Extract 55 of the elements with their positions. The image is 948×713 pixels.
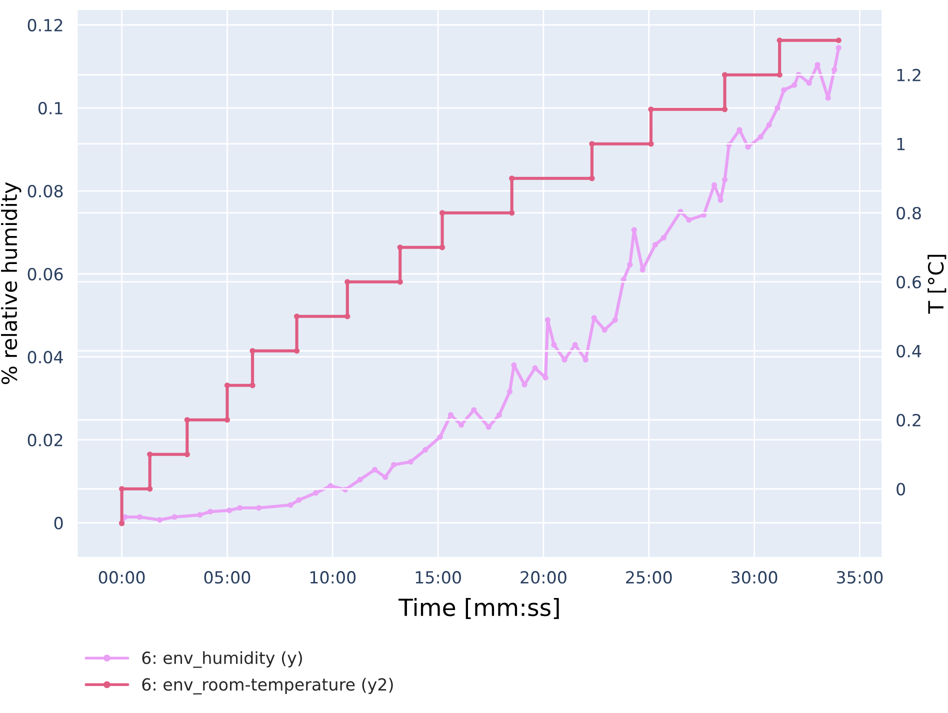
y-tick-label: 0.1 <box>38 102 62 114</box>
point <box>344 279 350 285</box>
point <box>509 176 515 182</box>
y-tick-label: 0.08 <box>28 184 63 198</box>
point <box>224 382 230 388</box>
point <box>439 210 446 216</box>
point <box>344 314 350 320</box>
point <box>294 314 300 320</box>
point <box>184 452 190 458</box>
point <box>509 210 515 216</box>
x-tick-label: 25:00 <box>626 571 672 584</box>
y2-tick-label: 1.2 <box>897 68 920 82</box>
point <box>589 176 595 182</box>
point <box>776 72 782 78</box>
x-tick-label: 35:00 <box>836 571 883 584</box>
legend-label: 6: env_humidity (y) <box>142 651 302 668</box>
point <box>250 382 256 388</box>
x-tick-label: 30:00 <box>732 571 778 584</box>
point <box>836 38 842 44</box>
point <box>648 106 654 112</box>
x-tick-label: 05:00 <box>204 571 250 584</box>
y2-tick-label: 0.4 <box>896 344 922 358</box>
point <box>776 38 782 44</box>
y2-tick-label: 0 <box>896 482 906 496</box>
point <box>648 141 654 147</box>
y-tick-label: 0.06 <box>28 268 63 280</box>
y2-axis-title: T [°C] <box>928 254 946 314</box>
point <box>224 417 230 423</box>
x-tick-label: 15:00 <box>416 571 461 584</box>
point <box>397 244 403 250</box>
y2-tick-label: 0.2 <box>896 414 920 426</box>
x-tick-label: 20:00 <box>520 571 566 584</box>
y-axis-title: % relative humidity <box>1 182 22 384</box>
point <box>589 141 595 147</box>
point <box>184 417 190 423</box>
point <box>397 279 403 285</box>
y-tick-label: 0.12 <box>28 18 62 32</box>
y-tick-label: 0.02 <box>28 434 62 446</box>
point <box>147 486 153 492</box>
point <box>722 106 728 112</box>
x-tick-label: 00:00 <box>98 571 145 584</box>
x-axis-title: Time [mm:ss] <box>398 598 559 620</box>
point <box>147 452 153 458</box>
y-tick-label: 0.04 <box>28 350 63 364</box>
point <box>119 486 125 492</box>
point <box>294 348 300 354</box>
x-tick-label: 10:00 <box>310 571 356 584</box>
point <box>439 244 446 250</box>
point <box>722 72 728 78</box>
y2-tick-label: 0.6 <box>896 276 921 288</box>
point <box>250 348 256 354</box>
y-tick-label: 0 <box>54 516 63 530</box>
y2-tick-label: 0.8 <box>896 206 921 220</box>
y2-tick-label: 1 <box>897 138 905 150</box>
legend-label: 6: env_room-temperature (y2) <box>142 678 393 694</box>
